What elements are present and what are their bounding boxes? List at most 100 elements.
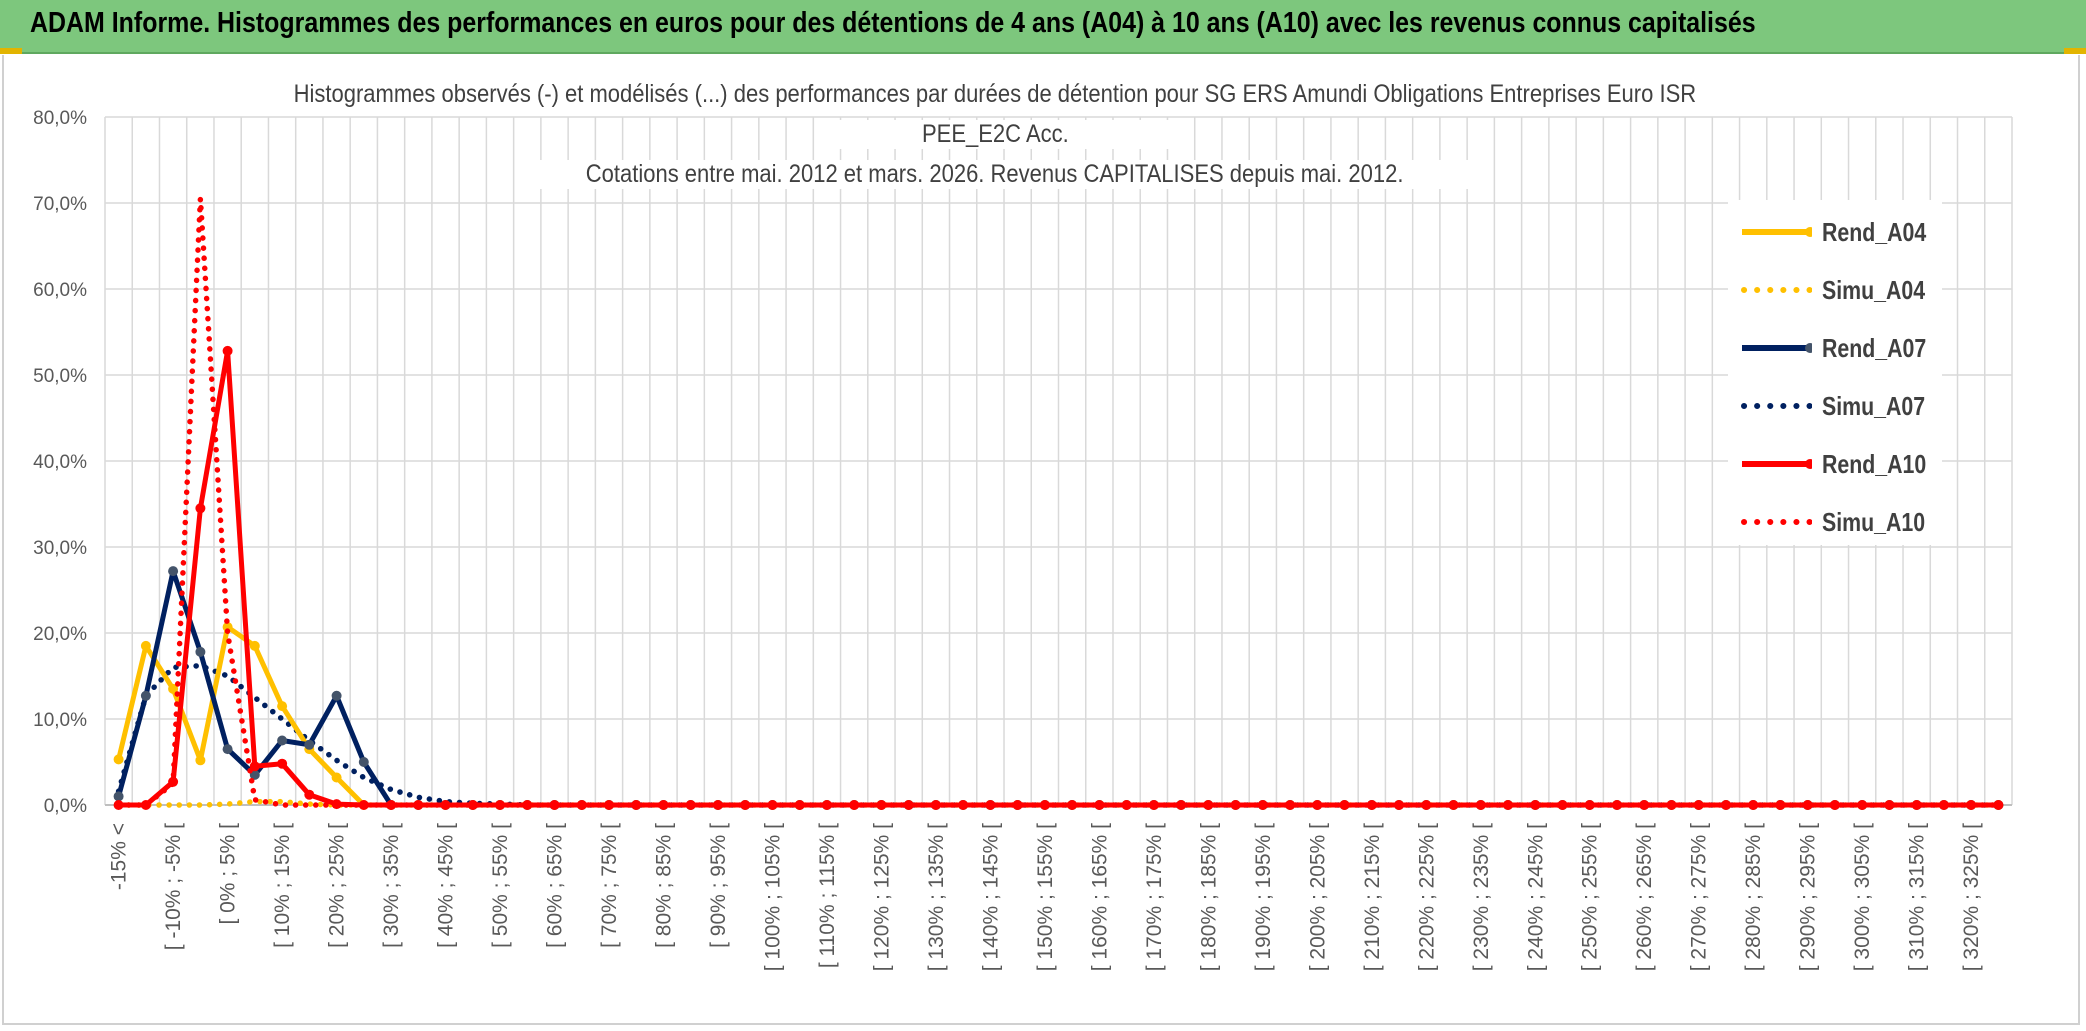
series-line [115, 662, 2002, 808]
data-point [304, 789, 315, 800]
data-point [249, 640, 260, 651]
legend-item-rend-a07[interactable]: Rend_A07 [1740, 328, 1940, 368]
chart-title-line-2: PEE_E2C Acc. [820, 120, 1170, 149]
chart-legend: Rend_A04 Simu_A04 Rend_A07 Simu_A07 Rend… [1728, 200, 1942, 545]
chart-title-line-1: Histogrammes observés (-) et modélisés (… [150, 80, 1840, 109]
data-point [1911, 800, 1922, 810]
y-axis: 0,0% 10,0% 20,0% 30,0% 40,0% 50,0% 60,0% 70,0% 8… [33, 108, 87, 817]
data-point [1857, 800, 1868, 810]
data-point [1938, 800, 1949, 810]
legend-swatch-rend-a07 [1742, 343, 1812, 353]
data-point [1421, 800, 1432, 810]
y-tick-label: 50,0% [33, 366, 87, 387]
legend-item-simu-a10[interactable]: Simu_A10 [1740, 502, 1940, 542]
x-tick-label: [ 310% ; 315% [ [1906, 823, 1929, 971]
data-point [576, 800, 587, 810]
data-point [413, 800, 424, 810]
data-point [740, 800, 751, 810]
data-point [168, 683, 179, 694]
x-tick-label: [ 280% ; 285% [ [1742, 823, 1765, 971]
legend-label-rend-a10: Rend_A10 [1822, 449, 1927, 479]
x-tick-label: [ 300% ; 305% [ [1851, 823, 1874, 971]
data-point [1366, 800, 1377, 810]
data-point [222, 345, 233, 356]
data-point [930, 800, 941, 810]
data-point [113, 800, 124, 810]
data-point [1203, 800, 1214, 810]
data-point [1448, 800, 1459, 810]
data-point [985, 800, 996, 810]
data-point [113, 754, 124, 765]
x-tick-label: [ 230% ; 235% [ [1470, 823, 1493, 971]
legend-item-rend-a04[interactable]: Rend_A04 [1740, 212, 1940, 252]
data-point [522, 800, 533, 810]
x-tick-label: [ 170% ; 175% [ [1143, 823, 1166, 971]
data-point [794, 800, 805, 810]
x-tick-label: [ 270% ; 275% [ [1688, 823, 1711, 971]
x-tick-label: [ 80% ; 85% [ [652, 823, 675, 948]
x-tick-label: [ 190% ; 195% [ [1252, 823, 1275, 971]
x-tick-label: [ -10% ; -5% [ [162, 823, 185, 950]
x-tick-label: [ 130% ; 135% [ [925, 823, 948, 971]
data-point [1639, 800, 1650, 810]
data-point [767, 800, 778, 810]
data-point [821, 800, 832, 810]
data-point [1257, 800, 1268, 810]
y-tick-label: 30,0% [33, 538, 87, 559]
series-simu-a07 [115, 662, 2002, 808]
data-point [549, 800, 560, 810]
data-point [1012, 800, 1023, 810]
data-point [1829, 800, 1840, 810]
data-point [1503, 800, 1513, 810]
legend-item-simu-a04[interactable]: Simu_A04 [1740, 270, 1940, 310]
data-point [467, 800, 478, 810]
data-point [440, 800, 451, 810]
data-point [1557, 800, 1568, 810]
x-tick-label: [ 30% ; 35% [ [380, 823, 403, 948]
data-point [658, 800, 669, 810]
data-point [1530, 800, 1541, 810]
legend-item-rend-a10[interactable]: Rend_A10 [1740, 444, 1940, 484]
data-point [1966, 800, 1977, 810]
data-point [195, 646, 206, 657]
data-point [249, 761, 260, 772]
legend-swatch-rend-a10 [1742, 459, 1812, 469]
grid-lines [104, 116, 2013, 806]
data-point [1748, 800, 1759, 810]
x-tick-label: [ 320% ; 325% [ [1960, 823, 1983, 971]
data-point [331, 799, 342, 810]
x-tick-label: [ 50% ; 55% [ [489, 823, 512, 948]
x-tick-label: [ 200% ; 205% [ [1306, 823, 1329, 971]
x-tick-label: [ 20% ; 25% [ [326, 823, 349, 948]
header-accent-right [2064, 48, 2086, 54]
data-point [358, 757, 369, 767]
y-tick-label: 20,0% [33, 624, 87, 645]
data-point [358, 800, 369, 810]
legend-label-rend-a04: Rend_A04 [1822, 217, 1927, 247]
data-point [331, 690, 342, 701]
x-tick-label: [ 210% ; 215% [ [1361, 823, 1384, 971]
data-point [876, 800, 887, 810]
data-point [1148, 800, 1159, 810]
legend-label-simu-a07: Simu_A07 [1822, 391, 1926, 421]
y-tick-label: 0,0% [44, 796, 87, 817]
x-tick-label: [ 160% ; 165% [ [1088, 823, 1111, 971]
data-point [1094, 800, 1105, 810]
data-point [1121, 800, 1132, 810]
x-axis: -15% < [ -10% ; -5% [[ 0% ; 5% [[ 10% ; 1… [105, 804, 2012, 971]
data-point [331, 772, 342, 783]
x-tick-label: [ 120% ; 125% [ [870, 823, 893, 971]
data-point [195, 503, 206, 514]
x-tick-label: [ 110% ; 115% [ [816, 823, 839, 968]
data-point [168, 566, 179, 577]
data-point [1666, 800, 1677, 810]
data-point [1067, 800, 1078, 810]
series-line [118, 348, 1999, 808]
data-point [222, 622, 233, 632]
x-tick-label: [ 90% ; 95% [ [707, 823, 730, 948]
x-tick-label: [ 0% ; 5% [ [217, 823, 240, 925]
report-header-bar: ADAM Informe. Histogrammes des performan… [0, 0, 2086, 54]
x-tick-label: [ 290% ; 295% [ [1797, 823, 1820, 971]
data-point [685, 800, 696, 810]
legend-item-simu-a07[interactable]: Simu_A07 [1740, 386, 1940, 426]
